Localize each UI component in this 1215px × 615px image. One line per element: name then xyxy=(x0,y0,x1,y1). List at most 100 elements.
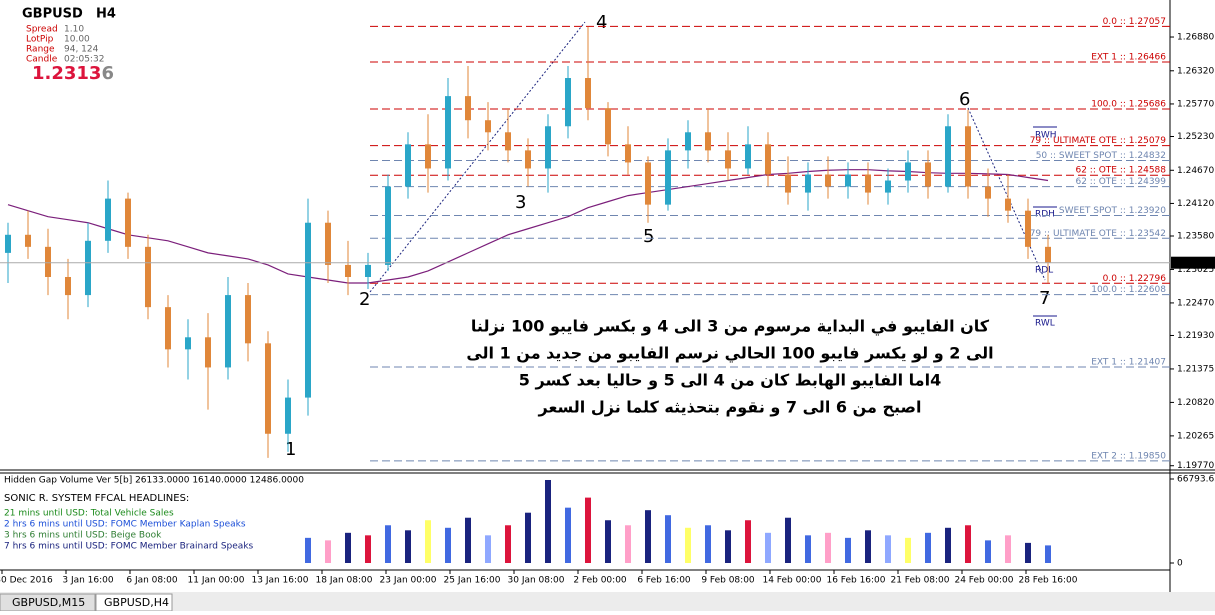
headline: 2 hrs 6 mins until USD: FOMC Member Kapl… xyxy=(4,520,246,530)
candle-body xyxy=(765,144,771,175)
volume-bar xyxy=(565,507,571,563)
volume-bar xyxy=(685,527,691,563)
candle-body xyxy=(425,144,431,169)
x-tick-label: 3 Jan 16:00 xyxy=(62,576,114,586)
volume-bar xyxy=(745,520,751,563)
headline: 21 mins until USD: Total Vehicle Sales xyxy=(4,509,174,519)
volume-bar xyxy=(805,535,811,563)
volume-bar xyxy=(385,525,391,563)
volume-bar xyxy=(665,515,671,563)
y-tick-label: 1.24120 xyxy=(1177,199,1214,209)
timeframe: H4 xyxy=(96,7,116,22)
candle-body xyxy=(145,246,151,308)
candle-body xyxy=(985,186,991,199)
fib-label: 100.0 :: 1.25686 xyxy=(1091,100,1166,110)
candle-body xyxy=(305,222,311,398)
volume-bar xyxy=(1045,545,1051,563)
candle-body xyxy=(945,126,951,187)
x-tick-label: 9 Feb 08:00 xyxy=(701,576,755,586)
info-value: 94, 124 xyxy=(64,45,99,55)
note-line: الى 2 و لو يكسر فايبو 100 الحالي نرسم ال… xyxy=(466,344,993,364)
candle-body xyxy=(225,295,231,368)
symbol: GBPUSD xyxy=(22,7,83,22)
volume-bar xyxy=(885,535,891,563)
candle-body xyxy=(865,174,871,193)
volume-bar xyxy=(625,525,631,563)
volume-bar xyxy=(765,532,771,563)
fib-label: 79 :: ULTIMATE OTE :: 1.25079 xyxy=(1030,136,1167,146)
x-tick-label: 30 Dec 2016 xyxy=(0,576,53,586)
fib-label: 50 :: SWEET SPOT :: 1.24832 xyxy=(1036,151,1166,161)
tab-label[interactable]: GBPUSD,H4 xyxy=(104,596,169,609)
range-mark: RDL xyxy=(1035,266,1053,276)
volume-bar xyxy=(345,532,351,563)
y-tick-label: 1.21375 xyxy=(1177,364,1214,374)
note-line: اصبح من 6 الى 7 و نقوم بتحذيثه كلما نزل … xyxy=(538,398,922,417)
y-tick-label: 1.20820 xyxy=(1177,398,1214,408)
wave-label: 5 xyxy=(643,226,654,247)
x-tick-label: 24 Feb 00:00 xyxy=(954,576,1013,586)
volume-bar xyxy=(1005,535,1011,563)
x-tick-label: 2 Feb 00:00 xyxy=(573,576,627,586)
x-tick-label: 14 Feb 00:00 xyxy=(762,576,821,586)
candle-body xyxy=(745,144,751,169)
candle-body xyxy=(665,150,671,205)
volume-bar xyxy=(325,540,331,563)
x-tick-label: 30 Jan 08:00 xyxy=(508,576,565,586)
wave-label: 3 xyxy=(515,192,526,213)
volume-bar xyxy=(365,535,371,563)
fib-label: EXT 1 :: 1.26466 xyxy=(1091,52,1166,62)
candle-body xyxy=(725,150,731,169)
info-label: Candle xyxy=(26,55,58,65)
fib-label: 0.0 :: 1.27057 xyxy=(1103,17,1166,27)
volume-bar xyxy=(1025,542,1031,563)
volume-bar xyxy=(305,537,311,563)
volume-bar xyxy=(825,532,831,563)
price-main: 1.23136 xyxy=(32,63,114,84)
headline: 7 hrs 6 mins until USD: FOMC Member Brai… xyxy=(4,542,254,552)
x-tick-label: 16 Feb 16:00 xyxy=(826,576,885,586)
volume-bar xyxy=(845,537,851,563)
tab-label[interactable]: GBPUSD,M15 xyxy=(12,596,85,609)
candle-body xyxy=(5,234,11,253)
range-mark: RWL xyxy=(1035,319,1055,329)
y-tick-label: 1.23025 xyxy=(1177,265,1214,275)
volume-bar xyxy=(405,530,411,563)
candle-body xyxy=(385,186,391,265)
fib-label: 62 :: OTE :: 1.24399 xyxy=(1075,177,1166,187)
info-value: 1.10 xyxy=(64,25,84,35)
info-panel: Spread 1.10 LotPip 10.00 Range 94, 124 Candle 0… xyxy=(26,25,104,65)
x-tick-label: 21 Feb 08:00 xyxy=(890,576,949,586)
candle-body xyxy=(625,144,631,163)
volume-bar xyxy=(465,517,471,563)
volume-bar xyxy=(545,479,551,563)
candle-body xyxy=(645,162,651,205)
note-line: 4اما الفايبو الهابط كان من 4 الى 5 و حال… xyxy=(519,371,941,390)
candle-body xyxy=(85,240,91,296)
price-main-digits: 1.2313 xyxy=(32,63,101,84)
candle-body xyxy=(525,150,531,169)
volume-bar xyxy=(985,540,991,563)
volume-bar xyxy=(725,530,731,563)
candle-body xyxy=(325,222,331,265)
wave-label: 6 xyxy=(959,89,970,110)
y-tick-label: 1.22470 xyxy=(1177,298,1214,308)
candle-body xyxy=(345,264,351,277)
candle-body xyxy=(705,132,711,151)
x-tick-label: 18 Jan 08:00 xyxy=(316,576,373,586)
y-tick-label: 1.20265 xyxy=(1177,431,1214,441)
y-tick-label: 1.26880 xyxy=(1177,33,1214,43)
candle-body xyxy=(965,126,971,187)
volume-bar xyxy=(505,525,511,563)
candle-body xyxy=(45,246,51,277)
candle-body xyxy=(185,337,191,350)
fib-label: EXT 1 :: 1.21407 xyxy=(1091,358,1166,368)
info-value: 02:05:32 xyxy=(64,55,104,65)
volume-bar xyxy=(605,520,611,563)
wave-label: 1 xyxy=(285,439,296,460)
candle-body xyxy=(125,198,131,247)
candle-body xyxy=(845,174,851,187)
candle-body xyxy=(25,234,31,247)
candle-body xyxy=(925,162,931,187)
